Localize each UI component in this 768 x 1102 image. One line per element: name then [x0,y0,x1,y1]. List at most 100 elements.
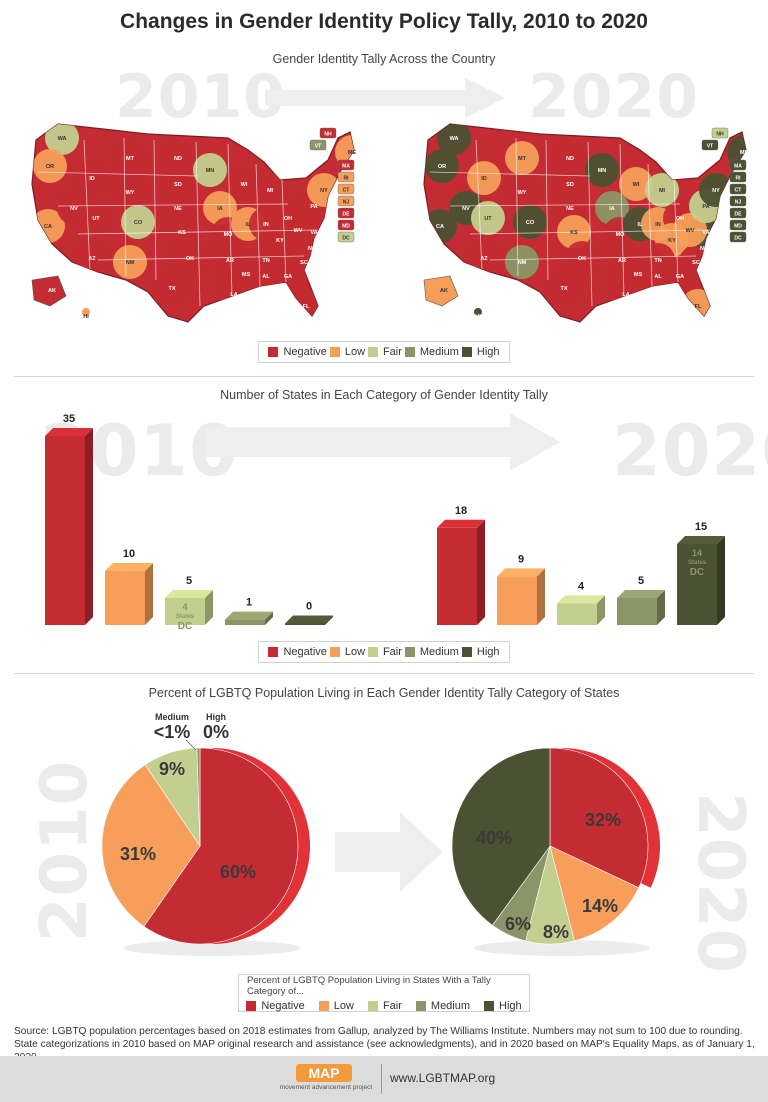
state-label-md: MD [342,224,350,230]
bar-2010-high-value-label: 0 [306,601,312,613]
state-region-hi[interactable] [82,308,90,316]
pie-2020-slice-low[interactable] [549,845,640,942]
state-box-nh[interactable] [319,127,337,139]
state-region-wa[interactable] [45,121,79,155]
bar-2020-low[interactable] [497,576,537,625]
maps-section-title: Gender Identity Tally Across the Country [272,52,496,66]
state-region-or[interactable] [33,149,67,183]
bar-2020-medium[interactable] [617,598,657,625]
pie-2010-slice-negative[interactable] [143,747,299,945]
bar-2010-fair[interactable] [165,598,205,625]
state-box-ri[interactable] [729,171,747,183]
footer-divider [381,1064,382,1094]
state-region-nd[interactable] [161,141,195,175]
state-border [587,141,593,307]
state-label-la: LA [230,292,237,298]
state-region-wa[interactable] [437,121,471,155]
state-label-al: AL [654,274,662,280]
state-region-wy[interactable] [505,175,539,209]
state-region-co[interactable] [513,205,547,239]
state-region-ak[interactable] [423,275,459,307]
legend-item-negative: Negative [246,1000,305,1012]
state-region-nm[interactable] [505,245,539,279]
legend-item-high: High [484,1000,522,1012]
state-box-nj[interactable] [337,195,355,207]
state-box-md[interactable] [337,219,355,231]
bar-2020-negative[interactable] [437,527,477,625]
state-label-or: OR [46,164,54,170]
bar-2010-high-side [325,615,333,625]
state-region-co[interactable] [121,205,155,239]
state-label-co: CO [134,220,143,226]
map-2020: WA OR CA NV ID MT WY UT CO AZ NM ND SD NE KS OK TX MN IA MO… [423,121,748,323]
state-label-ia: IA [217,206,223,212]
state-region-or[interactable] [425,149,459,183]
state-region-wi[interactable] [619,167,653,201]
state-label-mo: MO [616,232,626,238]
state-box-ct[interactable] [337,183,355,195]
bar-2010-high[interactable] [285,623,325,626]
state-label-ga: GA [284,274,292,280]
bar-2020-fair[interactable] [557,603,597,625]
state-border [449,203,681,207]
state-box-dc[interactable] [729,231,747,243]
bars-year-2020-watermark: 2020 [612,410,768,492]
state-region-mt[interactable] [505,141,539,175]
state-region-mt[interactable] [113,141,147,175]
state-box-ri[interactable] [337,171,355,183]
state-label-mi: MI [659,188,666,194]
legend-swatch-medium [404,647,415,657]
pie-2020-slice-high[interactable] [451,747,551,926]
bar-2010-negative[interactable] [45,436,85,625]
pie-2010-slice-medium[interactable] [196,747,201,847]
state-label-ne: NE [174,206,182,212]
state-box-md[interactable] [729,219,747,231]
state-label-nd: ND [566,156,574,162]
state-region-mi[interactable] [645,173,679,207]
state-region-mi[interactable] [253,173,287,207]
state-region-nd[interactable] [553,141,587,175]
legend-swatch-medium [404,347,415,357]
bar-2010-medium[interactable] [225,619,265,625]
state-region-id[interactable] [75,161,109,195]
state-region-wi[interactable] [227,167,261,201]
state-box-ct[interactable] [729,183,747,195]
state-region-ia[interactable] [595,191,629,225]
bar-2020-high[interactable] [677,544,717,625]
state-border [647,163,653,287]
pie-2010-callout-medium-title: Medium [155,712,189,722]
state-region-nm[interactable] [113,245,147,279]
state-region-mn[interactable] [585,153,619,187]
state-label-mt: MT [126,156,135,162]
bar-2010-low[interactable] [105,571,145,625]
bar-2010-medium-value-label: 1 [246,597,252,609]
pie-2020-slice-negative[interactable] [549,747,649,889]
state-box-dc[interactable] [337,231,355,243]
state-box-vt[interactable] [701,139,719,151]
state-box-nj[interactable] [729,195,747,207]
footer-url-link[interactable]: www.LGBTMAP.org [390,1071,496,1085]
state-region-hi[interactable] [474,308,482,316]
state-label-tn: TN [262,258,269,264]
pie-2010-slice-low[interactable] [101,764,201,927]
pie-2010-label-negative: 60% [220,862,256,882]
state-region-ia[interactable] [203,191,237,225]
state-box-ma[interactable] [337,159,355,171]
map-logo[interactable]: MAP [296,1064,352,1082]
state-border [97,255,305,261]
state-region-tx[interactable] [547,271,581,305]
bar-2020-negative-value-label: 18 [455,505,467,517]
legend-swatch-negative [268,347,279,357]
pie-2020-label-negative: 32% [585,810,621,830]
state-box-ma[interactable] [729,159,747,171]
state-box-de[interactable] [729,207,747,219]
state-region-tx[interactable] [155,271,189,305]
state-region-ak[interactable] [31,275,67,307]
state-region-mn[interactable] [193,153,227,187]
pie-2010-shadow [123,940,301,956]
state-region-id[interactable] [467,161,501,195]
state-box-de[interactable] [337,207,355,219]
state-box-nh[interactable] [711,127,729,139]
state-box-vt[interactable] [309,139,327,151]
state-region-wy[interactable] [113,175,147,209]
